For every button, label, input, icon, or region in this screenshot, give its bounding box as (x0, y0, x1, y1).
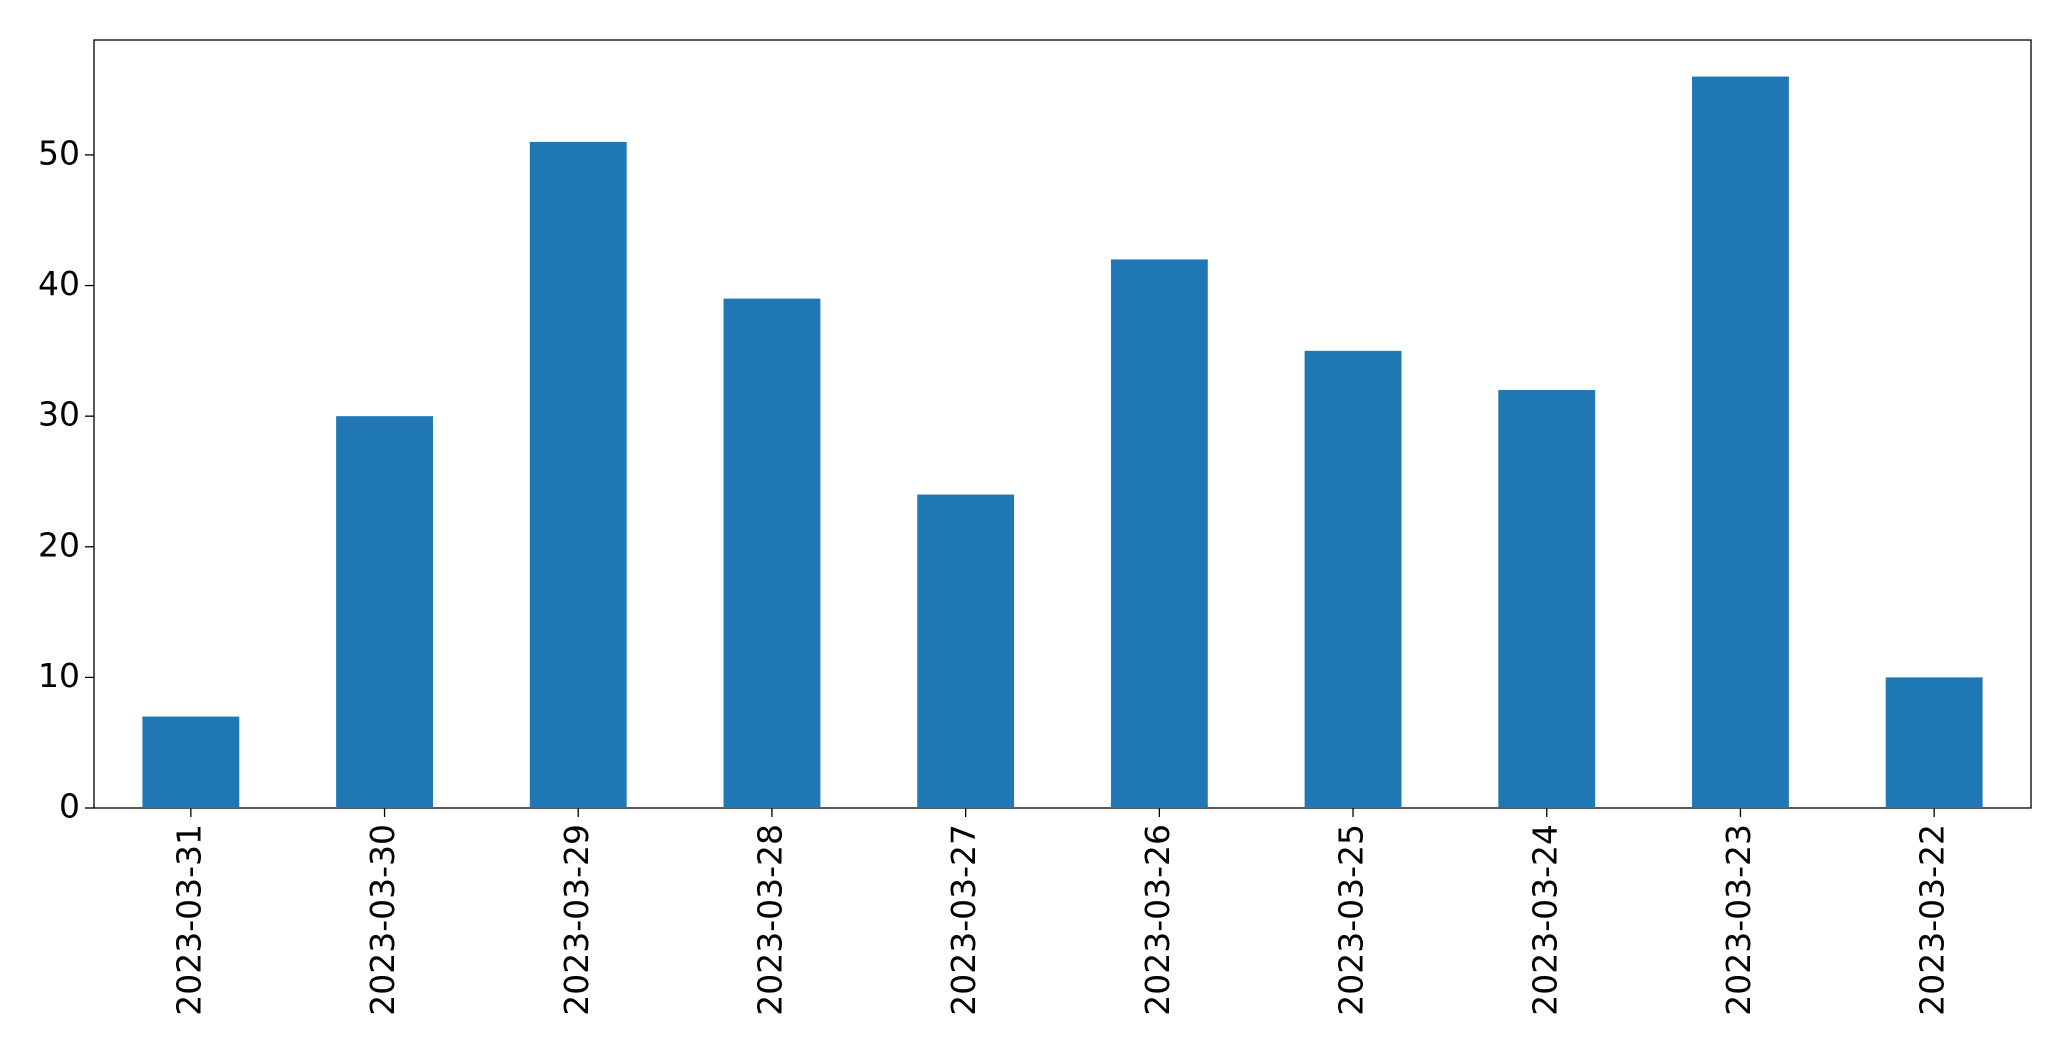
x-tick-label: 2023-03-26 (1138, 824, 1177, 1016)
bar (1692, 76, 1789, 809)
bar (529, 141, 627, 808)
y-tick-label: 10 (38, 656, 80, 695)
x-tick-label: 2023-03-23 (1719, 824, 1758, 1016)
y-tick-label: 0 (59, 787, 80, 826)
bar (1498, 390, 1596, 808)
x-tick-label: 2023-03-22 (1913, 824, 1952, 1016)
x-tick-label: 2023-03-25 (1332, 824, 1371, 1016)
bar (142, 716, 240, 808)
y-tick-label: 40 (38, 264, 80, 303)
bar (1885, 677, 1983, 808)
bar (723, 298, 821, 808)
x-tick-label: 2023-03-24 (1525, 824, 1564, 1016)
plot-frame (93, 39, 2032, 809)
bar (917, 494, 1015, 808)
bar (1304, 350, 1402, 808)
bar (1110, 259, 1208, 808)
y-tick-label: 30 (38, 395, 80, 434)
bar (336, 416, 433, 808)
y-tick-label: 50 (38, 133, 80, 172)
y-tick-label: 20 (38, 525, 80, 564)
x-tick-label: 2023-03-27 (944, 824, 983, 1016)
x-tick-label: 2023-03-28 (750, 824, 789, 1016)
x-tick-label: 2023-03-29 (557, 824, 596, 1016)
x-tick-label: 2023-03-31 (169, 824, 208, 1016)
x-tick-label: 2023-03-30 (363, 824, 402, 1016)
